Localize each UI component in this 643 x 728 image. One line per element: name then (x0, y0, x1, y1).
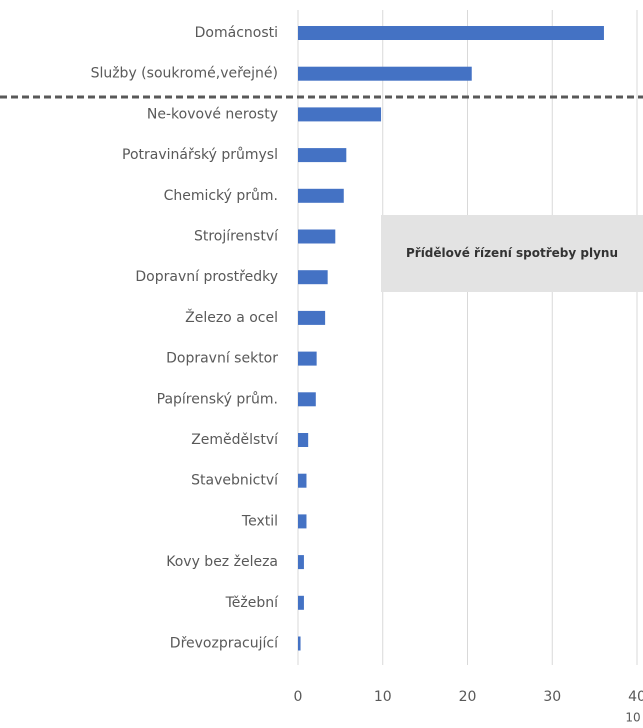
bar (298, 107, 382, 122)
bar (298, 270, 328, 285)
y-tick-label: Chemický prům. (164, 188, 278, 204)
y-tick-label: Zemědělství (191, 432, 279, 448)
bar (298, 636, 301, 651)
x-axis-label: 10 (625, 711, 640, 725)
bar (298, 392, 316, 407)
y-tick-label: Dřevozpracující (170, 636, 279, 652)
bar (298, 595, 304, 610)
annotation-wrap: Přídělové řízení spotřeby plynu (405, 246, 618, 260)
x-tick-label: 10 (374, 689, 392, 705)
bar (298, 433, 309, 447)
annotation: Přídělové řízení spotřeby plynu (405, 246, 618, 260)
bar (298, 473, 307, 488)
y-tick-label: Dopravní prostředky (135, 269, 278, 285)
y-tick-label: Domácnosti (195, 25, 278, 41)
y-tick-label: Těžební (225, 595, 280, 611)
y-tick-label: Textil (241, 513, 278, 529)
annotation-box (381, 215, 643, 292)
bar (298, 555, 304, 570)
x-tick-label: 40 (628, 689, 643, 705)
x-tick-label: 30 (543, 689, 561, 705)
bar (298, 514, 307, 529)
y-tick-label: Služby (soukromé,veřejné) (91, 66, 278, 82)
y-tick-label: Dopravní sektor (166, 351, 278, 367)
bar (298, 148, 347, 163)
x-tick-label: 20 (459, 689, 477, 705)
y-tick-label: Železo a ocel (185, 308, 278, 326)
y-tick-label: Potravinářský průmysl (122, 147, 278, 163)
bar (298, 188, 344, 203)
y-tick-label: Stavebnictví (191, 473, 279, 489)
y-tick-label: Papírenský prům. (157, 391, 278, 407)
bar (298, 66, 472, 81)
y-tick-label: Strojírenství (194, 229, 279, 245)
y-tick-label: Kovy bez železa (166, 554, 278, 570)
x-tick-label: 0 (294, 689, 303, 705)
y-tick-label: Ne-kovové nerosty (147, 106, 278, 122)
bar (298, 229, 336, 244)
bar (298, 351, 317, 366)
bar (298, 26, 604, 40)
bar (298, 310, 326, 325)
